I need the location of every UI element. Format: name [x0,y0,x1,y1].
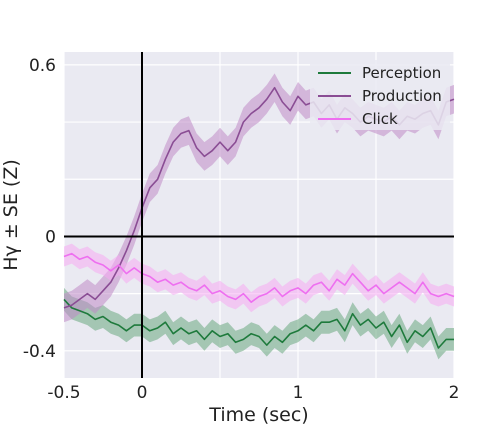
x-axis-label: Time (sec) [208,404,308,426]
x-tick-label: 1 [293,383,304,403]
series-line-click [63,252,455,304]
y-tick-label: -0.4 [23,342,56,362]
reference-lines [64,52,454,378]
legend: Perception Production Click [310,60,450,130]
x-tick-labels: -0.5 0 1 2 [47,383,459,403]
y-tick-label: 0 [45,227,56,247]
x-tick-label: 2 [449,383,460,403]
x-tick-label: 0 [137,383,148,403]
y-tick-label: 0.6 [29,56,56,76]
legend-label-click: Click [362,110,398,128]
y-axis-label: Hγ ± SE (Z) [0,159,22,270]
legend-box [310,60,450,130]
series-line-perception [63,298,454,349]
legend-label-production: Production [362,87,442,105]
x-tick-label: -0.5 [47,383,80,403]
legend-label-perception: Perception [362,64,441,82]
y-tick-labels: 0.6 0 -0.4 [23,56,56,362]
